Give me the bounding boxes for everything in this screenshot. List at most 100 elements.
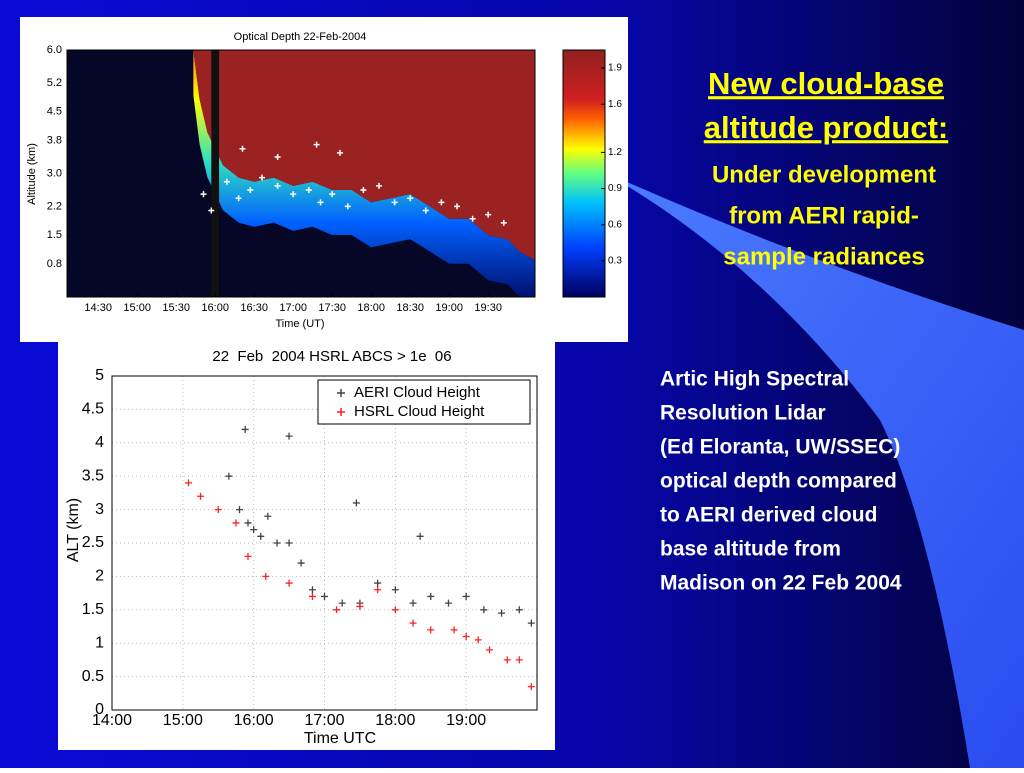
point bbox=[338, 599, 346, 607]
x-tick-label: 18:00 bbox=[375, 712, 415, 729]
slide-subtitle: Under development bbox=[712, 161, 936, 188]
colorbar-tick-label: 1.2 bbox=[608, 147, 622, 158]
aeri-point bbox=[376, 182, 382, 189]
point bbox=[257, 532, 265, 540]
aeri-point bbox=[208, 207, 215, 214]
point bbox=[185, 479, 192, 487]
point bbox=[241, 425, 249, 433]
aeri-point bbox=[422, 207, 429, 214]
point bbox=[515, 656, 523, 664]
aeri-point bbox=[391, 199, 398, 206]
y-tick-label: 0.5 bbox=[82, 668, 104, 685]
y-tick-label: 2.5 bbox=[82, 534, 104, 551]
point bbox=[244, 519, 252, 527]
cloud-gradient bbox=[193, 50, 536, 297]
y-tick-label: 3 bbox=[95, 501, 104, 518]
data-gap bbox=[211, 50, 220, 297]
slide-body: to AERI derived cloud bbox=[660, 504, 877, 527]
aeri-point bbox=[290, 191, 297, 198]
y-tick-label: 1.5 bbox=[82, 601, 104, 618]
x-tick-label: 15:30 bbox=[162, 302, 190, 314]
aeri-point bbox=[200, 191, 207, 198]
y-tick-label: 1.5 bbox=[47, 229, 62, 241]
aeri-point bbox=[317, 199, 324, 206]
point bbox=[444, 599, 452, 607]
aeri-point bbox=[329, 191, 336, 198]
colorbar-tick-label: 1.6 bbox=[608, 99, 622, 110]
aeri-point bbox=[247, 186, 254, 193]
chart-1: 14:30 15:00 15:30 16:00 16:30 17:00 17:30 18:00… bbox=[26, 31, 622, 330]
point bbox=[250, 526, 258, 534]
aeri-point bbox=[274, 182, 281, 189]
y-axis-label: ALT (km) bbox=[65, 498, 82, 562]
legend-label: HSRL Cloud Height bbox=[354, 403, 485, 420]
slide-body: Madison on 22 Feb 2004 bbox=[660, 572, 902, 595]
slide-body: Artic High Spectral bbox=[660, 368, 849, 391]
colorbar-tick-label: 0.9 bbox=[608, 183, 622, 194]
point bbox=[450, 626, 458, 634]
point bbox=[515, 606, 523, 614]
x-tick-label: 15:00 bbox=[163, 712, 203, 729]
x-axis-label: Time (UT) bbox=[275, 318, 324, 330]
point bbox=[374, 586, 382, 594]
aeri-point bbox=[313, 141, 320, 148]
point bbox=[409, 599, 417, 607]
x-tick-label: 17:00 bbox=[279, 302, 307, 314]
x-tick-label: 15:00 bbox=[123, 302, 151, 314]
point bbox=[244, 552, 252, 560]
aeri-point bbox=[360, 186, 367, 193]
point bbox=[427, 626, 435, 634]
point bbox=[427, 592, 435, 600]
plot-frame bbox=[111, 375, 538, 711]
point bbox=[214, 506, 222, 514]
point bbox=[285, 539, 293, 547]
aeri-point bbox=[438, 199, 445, 206]
point bbox=[527, 683, 535, 691]
aeri-point bbox=[485, 211, 492, 218]
point bbox=[480, 606, 488, 614]
slide-body: optical depth compared bbox=[660, 470, 897, 493]
y-tick-label: 6.0 bbox=[47, 44, 62, 56]
aeri-point bbox=[235, 195, 242, 202]
point bbox=[416, 532, 424, 540]
slide-subtitle: sample radiances bbox=[723, 243, 924, 270]
y-tick-label: 3.8 bbox=[47, 134, 62, 146]
point bbox=[308, 586, 316, 594]
x-tick-label: 19:30 bbox=[474, 302, 502, 314]
y-tick-label: 5 bbox=[95, 367, 104, 384]
point bbox=[352, 499, 360, 507]
y-tick-label: 4.5 bbox=[82, 401, 104, 418]
point bbox=[197, 492, 205, 500]
aeri-point bbox=[469, 215, 476, 222]
aeri-point bbox=[305, 186, 312, 193]
slide-title: altitude product: bbox=[704, 110, 949, 145]
y-tick-label: 4 bbox=[95, 434, 104, 451]
x-tick-label: 16:00 bbox=[234, 712, 274, 729]
x-tick-label: 17:00 bbox=[304, 712, 344, 729]
point bbox=[236, 506, 243, 514]
x-tick-label: 14:00 bbox=[92, 712, 132, 729]
y-tick-label: 4.5 bbox=[47, 106, 62, 118]
colorbar-tick-label: 0.3 bbox=[608, 255, 622, 266]
cloud-area bbox=[193, 50, 536, 260]
point bbox=[486, 646, 494, 654]
legend-marker bbox=[337, 389, 345, 397]
point bbox=[225, 472, 233, 480]
slide-body: (Ed Eloranta, UW/SSEC) bbox=[660, 436, 900, 459]
colorbar bbox=[562, 49, 606, 298]
aeri-point bbox=[223, 178, 230, 185]
aeri-point bbox=[407, 195, 414, 202]
colorbar-tick-label: 0.6 bbox=[608, 219, 622, 230]
slide-body: base altitude from bbox=[660, 538, 841, 561]
point bbox=[356, 602, 364, 610]
slide-text: New cloud-base altitude product: Under dev… bbox=[660, 66, 948, 594]
point bbox=[333, 606, 341, 614]
chart-2: 0 0.5 1 1.5 2 2.5 3 3.5 4 4.5 5 14:00 15:00 16:00 17:0… bbox=[65, 348, 538, 747]
y-tick-label: 0.8 bbox=[47, 258, 62, 270]
x-tick-label: 19:00 bbox=[446, 712, 486, 729]
point bbox=[391, 606, 399, 614]
x-tick-label: 17:30 bbox=[318, 302, 346, 314]
swoosh bbox=[600, 170, 1024, 768]
aeri-point bbox=[337, 149, 343, 156]
